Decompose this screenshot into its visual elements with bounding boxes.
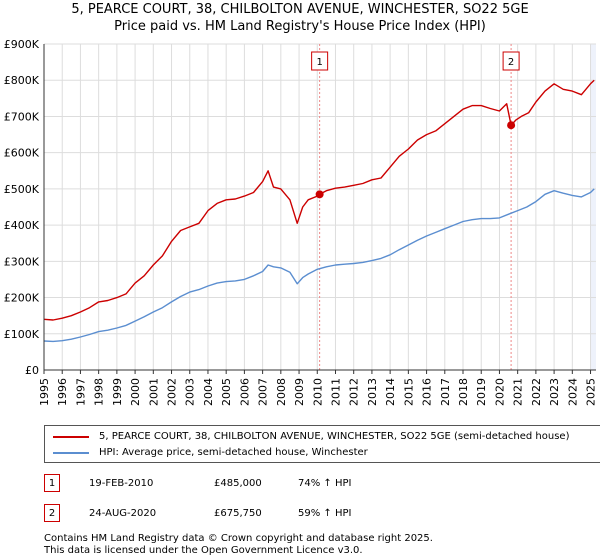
x-tick-label: 2022	[530, 378, 543, 406]
y-tick-label: £800K	[4, 74, 40, 87]
x-tick-label: 2015	[402, 378, 415, 406]
y-tick-label: £100K	[4, 328, 40, 341]
x-tick-label: 2000	[129, 378, 142, 406]
x-tick-label: 2021	[512, 378, 525, 406]
legend-label-hpi: HPI: Average price, semi-detached house,…	[99, 447, 368, 458]
y-tick-label: £900K	[4, 38, 40, 51]
sale-label-text: 1	[316, 57, 322, 68]
plot-area	[44, 44, 596, 370]
sale-price: £675,750	[214, 508, 262, 519]
sale-hpi-change: 74% ↑ HPI	[298, 478, 352, 489]
sale-point	[315, 190, 324, 199]
sale-label-box	[311, 51, 329, 71]
x-tick-label: 2009	[293, 378, 306, 406]
x-tick-label: 1996	[56, 378, 69, 406]
x-tick-label: 2006	[238, 378, 251, 406]
x-tick-label: 1997	[74, 378, 87, 406]
sale-price: £485,000	[214, 478, 262, 489]
y-tick-label: £600K	[4, 147, 40, 160]
legend-label-property: 5, PEARCE COURT, 38, CHILBOLTON AVENUE, …	[99, 431, 570, 442]
x-tick-label: 2001	[147, 378, 160, 406]
x-tick-label: 2005	[220, 378, 233, 406]
forecast-shade	[590, 44, 596, 370]
sale-marker-badge: 1	[44, 474, 60, 492]
y-tick-label: £200K	[4, 292, 40, 305]
legend-swatch-property	[53, 436, 89, 438]
y-tick-label: £0	[25, 364, 39, 377]
x-tick-label: 2011	[329, 378, 342, 406]
x-tick-label: 2008	[275, 378, 288, 406]
x-tick-label: 1995	[38, 378, 51, 406]
x-tick-label: 2013	[366, 378, 379, 406]
x-tick-label: 2016	[421, 378, 434, 406]
sale-date: 19-FEB-2010	[89, 478, 154, 489]
x-tick-label: 2023	[548, 378, 561, 406]
price-chart: 1 2 £0 £100K £200K £300K £400K £500K £600K £700K…	[4, 38, 598, 406]
footer-licence: This data is licensed under the Open Gov…	[44, 545, 363, 556]
x-tick-label: 2019	[475, 378, 488, 406]
x-tick-label: 2003	[184, 378, 197, 406]
chart-subtitle: Price paid vs. HM Land Registry's House …	[114, 19, 486, 34]
x-tick-label: 1999	[111, 378, 124, 406]
x-tick-label: 2012	[348, 378, 361, 406]
sale-point	[507, 121, 516, 130]
y-tick-label: £400K	[4, 219, 40, 232]
x-tick-label: 2020	[493, 378, 506, 406]
x-tick-label: 2004	[202, 378, 215, 406]
x-tick-label: 1998	[93, 378, 106, 406]
x-tick-label: 2002	[166, 378, 179, 406]
legend: 5, PEARCE COURT, 38, CHILBOLTON AVENUE, …	[44, 425, 600, 463]
sale-date: 24-AUG-2020	[89, 508, 157, 519]
x-tick-label: 2025	[585, 378, 598, 406]
footer-copyright: Contains HM Land Registry data © Crown c…	[44, 533, 433, 544]
x-tick-label: 2010	[311, 378, 324, 406]
sale-label-box	[502, 51, 520, 71]
x-tick-label: 2018	[457, 378, 470, 406]
sale-marker-badge: 2	[44, 504, 60, 522]
x-tick-label: 2017	[439, 378, 452, 406]
x-tick-label: 2024	[566, 378, 579, 406]
y-tick-label: £500K	[4, 183, 40, 196]
x-tick-label: 2007	[257, 378, 270, 406]
hpi-line	[43, 188, 595, 343]
x-tick-label: 2014	[384, 378, 397, 406]
y-tick-label: £700K	[4, 110, 40, 123]
sale-hpi-change: 59% ↑ HPI	[298, 508, 352, 519]
legend-swatch-hpi	[53, 452, 89, 454]
sale-label-text: 2	[508, 57, 514, 68]
chart-title: 5, PEARCE COURT, 38, CHILBOLTON AVENUE, …	[71, 2, 529, 17]
y-tick-label: £300K	[4, 255, 40, 268]
